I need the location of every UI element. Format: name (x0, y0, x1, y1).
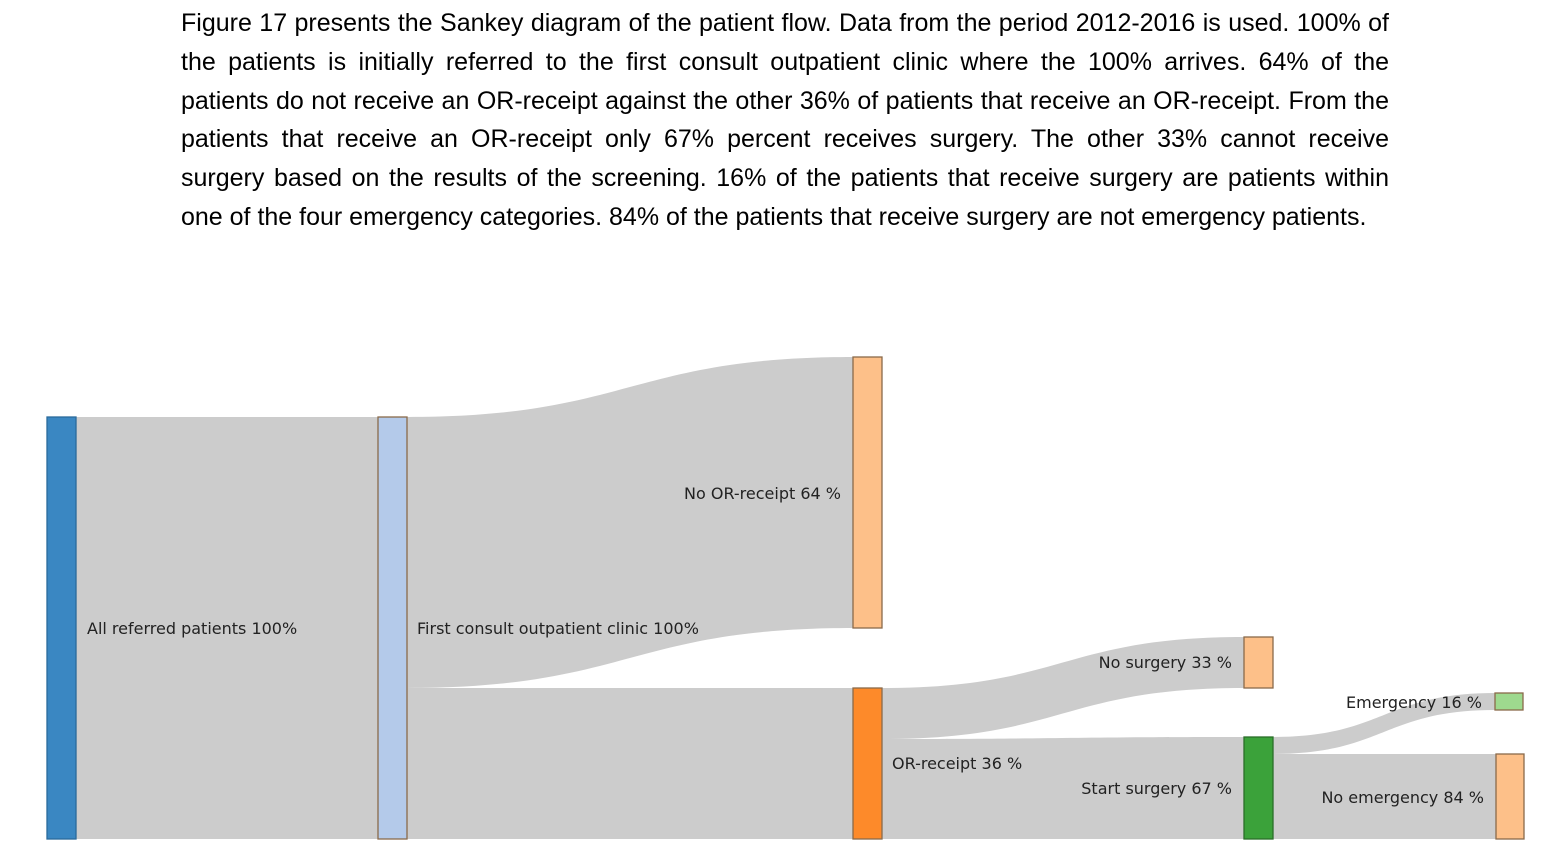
sankey-node-noor (852, 356, 883, 629)
sankey-node-emerg (1494, 692, 1524, 711)
sankey-node-first (377, 416, 408, 840)
sankey-node-or (852, 687, 883, 840)
sankey-link-surg-emerg (1273, 693, 1495, 754)
sankey-labels: All referred patients 100% First consult … (87, 484, 1484, 807)
sankey-label-or: OR-receipt 36 % (892, 754, 1022, 773)
sankey-node-surg (1243, 736, 1274, 840)
sankey-node-noemerg (1495, 753, 1525, 840)
sankey-nodes (46, 356, 1525, 840)
sankey-label-noemerg: No emergency 84 % (1321, 788, 1484, 807)
sankey-link-first-or (407, 688, 853, 839)
sankey-link-or-surg (882, 737, 1244, 839)
sankey-label-first: First consult outpatient clinic 100% (417, 619, 699, 638)
sankey-node-all (46, 416, 77, 840)
sankey-label-noor: No OR-receipt 64 % (684, 484, 841, 503)
sankey-label-surg: Start surgery 67 % (1081, 779, 1232, 798)
sankey-link-first-noor (407, 357, 853, 688)
sankey-link-or-nosurg (882, 637, 1244, 739)
sankey-link-surg-noemerg (1273, 754, 1496, 839)
figure-description: Figure 17 presents the Sankey diagram of… (181, 9, 1389, 231)
sankey-label-nosurg: No surgery 33 % (1099, 653, 1232, 672)
sankey-label-emerg: Emergency 16 % (1346, 693, 1482, 712)
sankey-links (76, 357, 1496, 839)
sankey-link-all-first (76, 417, 378, 839)
sankey-label-all: All referred patients 100% (87, 619, 297, 638)
sankey-node-nosurg (1243, 636, 1274, 689)
